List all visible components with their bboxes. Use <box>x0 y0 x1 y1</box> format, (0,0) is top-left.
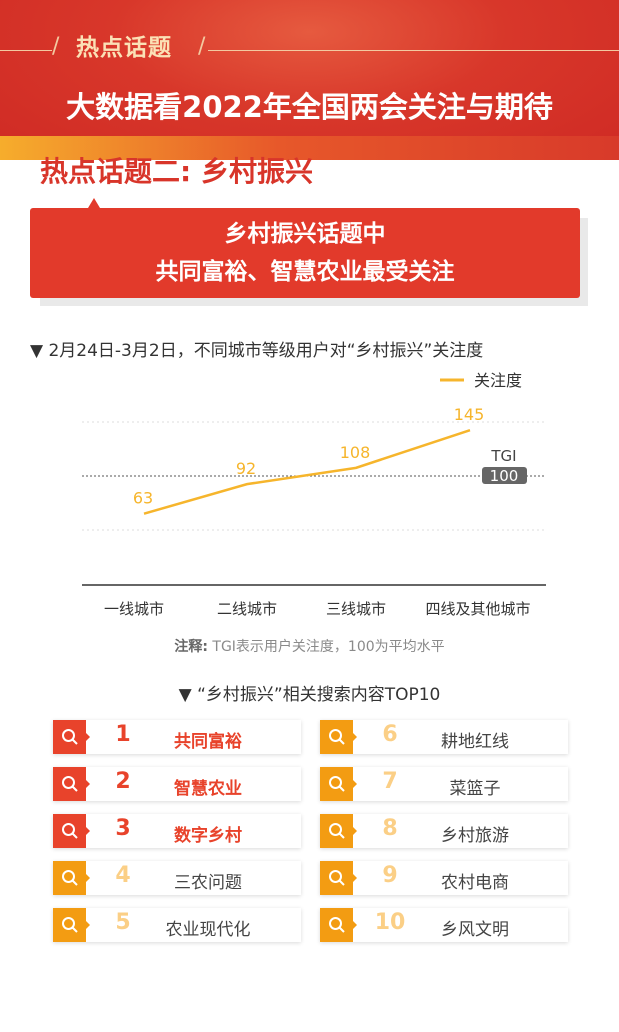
tgi-value: 100 <box>490 467 519 485</box>
rank-number: 2 <box>115 769 131 794</box>
search-item[interactable]: 10 乡风文明 <box>320 908 568 942</box>
search-item[interactable]: 5 农业现代化 <box>53 908 301 942</box>
rank-number: 4 <box>115 863 131 888</box>
rank-number: 7 <box>382 769 398 794</box>
note-text: TGI表示用户关注度，100为平均水平 <box>212 639 445 655</box>
divider <box>208 50 619 51</box>
search-item[interactable]: 6 耕地红线 <box>320 720 568 754</box>
note-label: 注释: <box>174 639 208 655</box>
search-term: 乡风文明 <box>441 920 509 940</box>
series-line <box>143 428 471 515</box>
chart-note: 注释: TGI表示用户关注度，100为平均水平 <box>0 636 619 656</box>
header-banner: / / 热点话题 大数据看2022年全国两会关注与期待 <box>0 0 619 160</box>
data-label: 145 <box>454 405 485 424</box>
rank-number: 3 <box>115 816 131 841</box>
search-term: 菜篮子 <box>449 779 501 799</box>
rank-number: 1 <box>115 722 131 747</box>
line-chart: 63 92 108 145 一线城市 二线城市 三线城市 四线及其他城市 关注度 TGI 100 <box>82 371 546 618</box>
rank-number: 5 <box>115 910 131 935</box>
search-item[interactable]: 2 智慧农业 <box>53 767 301 801</box>
search-icon <box>53 767 90 801</box>
rank-number: 10 <box>374 910 406 935</box>
rank-number: 9 <box>382 863 398 888</box>
search-term: 数字乡村 <box>174 826 242 846</box>
search-term: 智慧农业 <box>174 779 242 799</box>
search-item[interactable]: 4 三农问题 <box>53 861 301 895</box>
x-tick-label: 一线城市 <box>104 600 164 618</box>
search-item[interactable]: 8 乡村旅游 <box>320 814 568 848</box>
search-term: 耕地红线 <box>441 732 509 752</box>
search-item[interactable]: 1 共同富裕 <box>53 720 301 754</box>
search-term: 共同富裕 <box>174 732 242 752</box>
search-icon <box>53 814 90 848</box>
rank-number: 6 <box>382 722 398 747</box>
tgi-label: TGI <box>490 447 516 465</box>
search-term: 乡村旅游 <box>441 826 509 846</box>
data-label: 63 <box>133 489 153 508</box>
data-label: 92 <box>236 459 256 478</box>
chart-title: ▼ 2月24日-3月2日，不同城市等级用户对“乡村振兴”关注度 <box>30 341 484 361</box>
page-title: 大数据看2022年全国两会关注与期待 <box>66 90 553 124</box>
search-icon <box>320 767 357 801</box>
search-item[interactable]: 9 农村电商 <box>320 861 568 895</box>
x-tick-label: 四线及其他城市 <box>425 600 530 618</box>
section-subtitle: 热点话题二: 乡村振兴 <box>40 155 313 188</box>
search-icon <box>320 814 357 848</box>
search-icon <box>320 908 357 942</box>
top10-title: ▼ “乡村振兴”相关搜索内容TOP10 <box>178 685 441 705</box>
header-band <box>0 136 619 160</box>
search-term: 农村电商 <box>441 873 509 893</box>
slash-decor: / <box>198 34 206 59</box>
tgi-badge <box>482 467 527 484</box>
rank-number: 8 <box>382 816 398 841</box>
search-item[interactable]: 3 数字乡村 <box>53 814 301 848</box>
search-item[interactable]: 7 菜篮子 <box>320 767 568 801</box>
search-icon <box>53 861 90 895</box>
callout-box: 乡村振兴话题中 共同富裕、智慧农业最受关注 <box>30 198 580 298</box>
slash-decor: / <box>52 34 60 59</box>
search-icon <box>53 720 90 754</box>
callout-line1: 乡村振兴话题中 <box>224 221 386 247</box>
search-icon <box>53 908 90 942</box>
divider <box>0 50 52 51</box>
search-icon <box>320 861 357 895</box>
x-tick-label: 三线城市 <box>326 600 386 618</box>
search-icon <box>320 720 357 754</box>
legend-label: 关注度 <box>474 371 522 390</box>
search-term: 三农问题 <box>174 873 242 893</box>
callout-line2: 共同富裕、智慧农业最受关注 <box>155 259 455 285</box>
header-kicker: 热点话题 <box>76 35 172 61</box>
data-label: 108 <box>340 443 371 462</box>
search-term: 农业现代化 <box>165 920 251 940</box>
x-tick-label: 二线城市 <box>217 600 277 618</box>
